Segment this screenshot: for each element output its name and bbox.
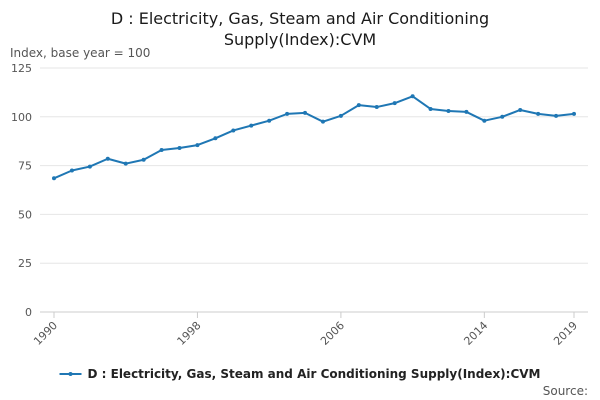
data-point[interactable] [267, 118, 272, 123]
data-point[interactable] [87, 164, 92, 169]
y-tick-label: 25 [18, 257, 32, 270]
data-point[interactable] [159, 147, 164, 152]
y-tick-label: 75 [18, 160, 32, 173]
chart-title-line-2: Supply(Index):CVM [224, 30, 376, 49]
y-tick-label: 100 [11, 111, 32, 124]
data-point[interactable] [356, 103, 361, 108]
x-tick-label: 1990 [31, 319, 60, 348]
data-point[interactable] [123, 161, 128, 166]
legend-label: D : Electricity, Gas, Steam and Air Cond… [88, 367, 541, 381]
data-point[interactable] [572, 111, 576, 116]
series-line[interactable] [53, 95, 575, 180]
data-point[interactable] [285, 111, 290, 116]
y-tick-label: 0 [25, 306, 32, 319]
x-tick-label: 2019 [551, 319, 580, 348]
source-label[interactable]: Source: [543, 384, 588, 398]
legend-item[interactable]: D : Electricity, Gas, Steam and Air Cond… [59, 367, 541, 381]
data-point[interactable] [320, 119, 325, 124]
x-tick-label: 2006 [318, 319, 347, 348]
x-tick-label: 2014 [461, 319, 490, 348]
data-point[interactable] [303, 110, 308, 115]
data-point[interactable] [428, 106, 433, 111]
data-point[interactable] [69, 168, 74, 173]
y-axis-label: Index, base year = 100 [10, 46, 150, 60]
gridlines [40, 67, 588, 264]
data-point[interactable] [338, 113, 343, 118]
data-point[interactable] [518, 107, 523, 112]
data-point[interactable] [482, 118, 487, 123]
data-point[interactable] [536, 111, 541, 116]
data-point[interactable] [554, 113, 559, 118]
series-layer [52, 94, 576, 181]
x-tick-label: 1998 [175, 319, 204, 348]
data-point[interactable] [52, 176, 56, 181]
data-point[interactable] [374, 105, 379, 110]
legend[interactable]: D : Electricity, Gas, Steam and Air Cond… [59, 367, 541, 381]
y-tick-label: 50 [18, 208, 32, 221]
data-point[interactable] [177, 146, 182, 151]
data-point[interactable] [500, 114, 505, 119]
data-point[interactable] [446, 108, 451, 113]
data-point[interactable] [141, 157, 146, 162]
y-tick-label: 125 [11, 62, 32, 75]
data-point[interactable] [213, 136, 218, 141]
data-point[interactable] [392, 101, 397, 106]
axes: 0 25 50 75 100 125 1990 1998 2006 2014 2019 [11, 62, 588, 348]
data-point[interactable] [195, 143, 200, 148]
data-point[interactable] [464, 109, 469, 114]
data-point[interactable] [105, 156, 110, 161]
chart-title-line-1: D : Electricity, Gas, Steam and Air Cond… [111, 9, 489, 28]
data-point[interactable] [231, 128, 236, 133]
legend-swatch-marker [68, 372, 73, 376]
data-point[interactable] [249, 123, 254, 128]
data-point[interactable] [410, 94, 415, 99]
